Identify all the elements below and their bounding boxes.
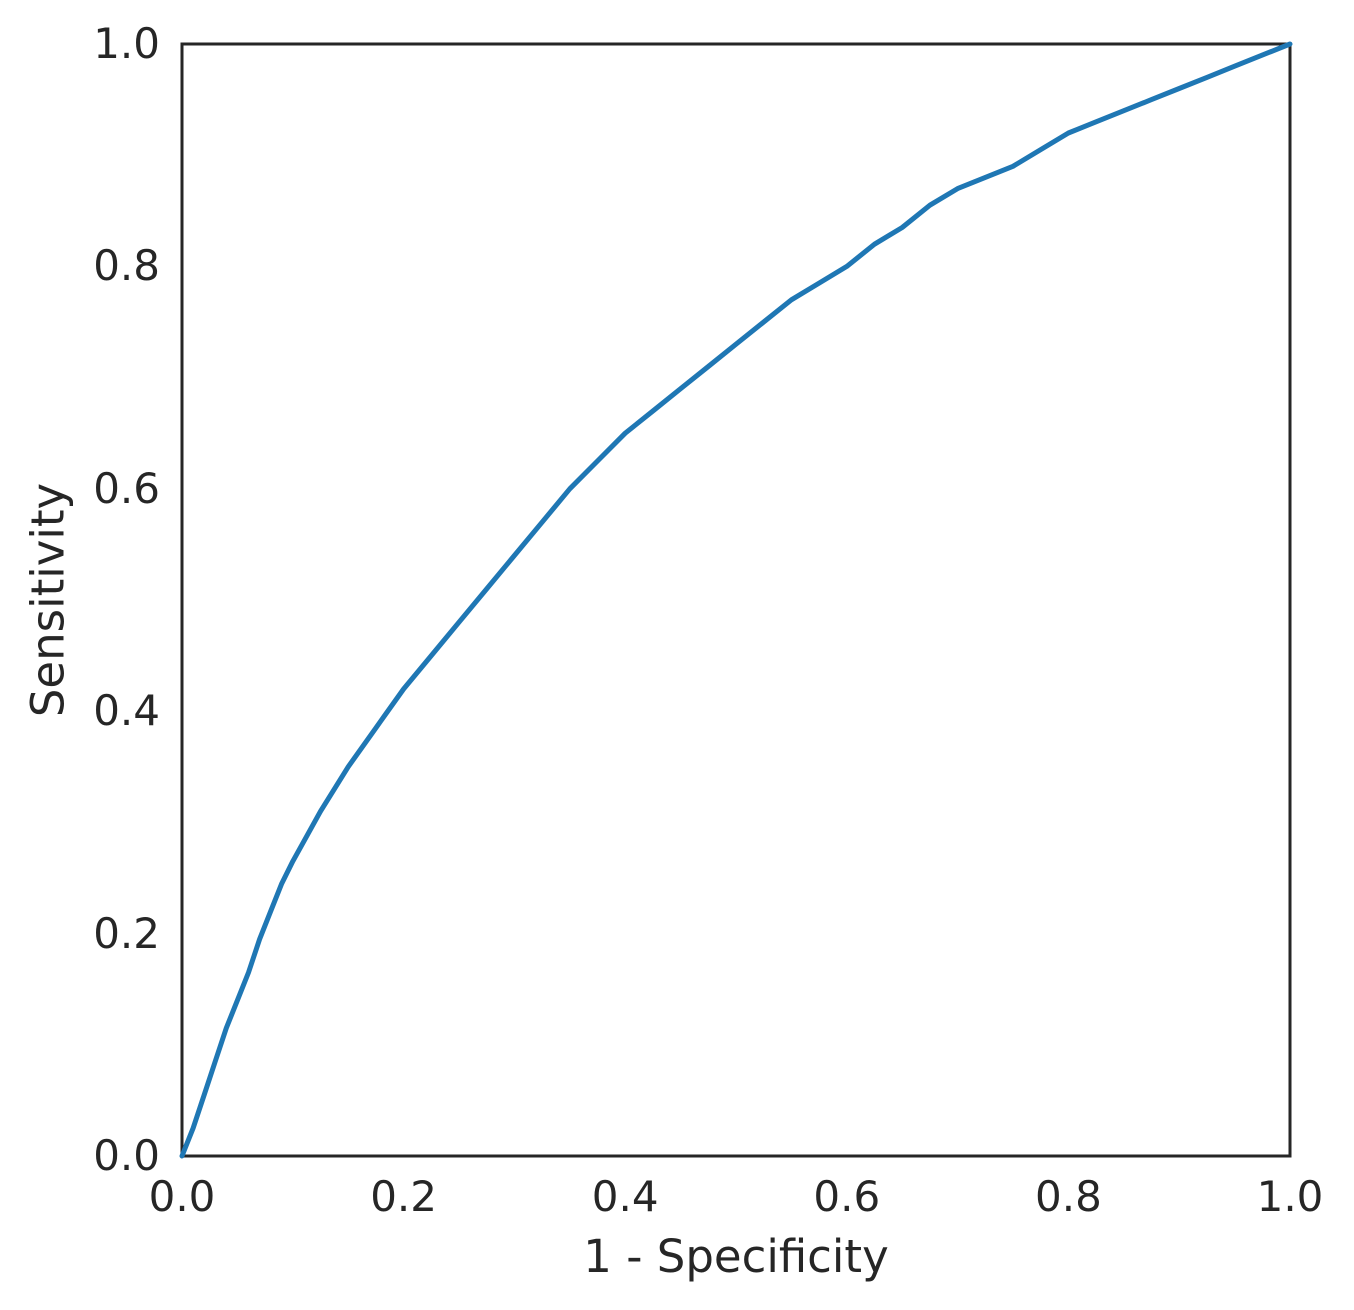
y-tick-label: 0.6 bbox=[93, 463, 160, 513]
y-tick-label: 0.4 bbox=[93, 686, 160, 736]
y-axis-label: Sensitivity bbox=[21, 482, 75, 718]
plot-border bbox=[180, 42, 1292, 1158]
x-axis-label: 1 - Specificity bbox=[583, 1230, 889, 1283]
x-tick-label: 0.4 bbox=[591, 1172, 659, 1221]
y-tick-label: 0.0 bbox=[93, 1131, 160, 1180]
y-tick-label: 0.8 bbox=[93, 241, 160, 291]
x-tick-label: 1.0 bbox=[1256, 1172, 1324, 1221]
y-tick-label: 1.0 bbox=[93, 19, 160, 68]
roc-curve-line bbox=[179, 41, 1293, 1159]
x-tick-label: 0.0 bbox=[148, 1172, 216, 1221]
y-tick-label: 0.2 bbox=[93, 908, 160, 958]
x-tick-label: 0.6 bbox=[813, 1172, 881, 1221]
x-tick-label: 0.8 bbox=[1034, 1172, 1102, 1221]
x-tick-label: 0.2 bbox=[370, 1172, 437, 1221]
